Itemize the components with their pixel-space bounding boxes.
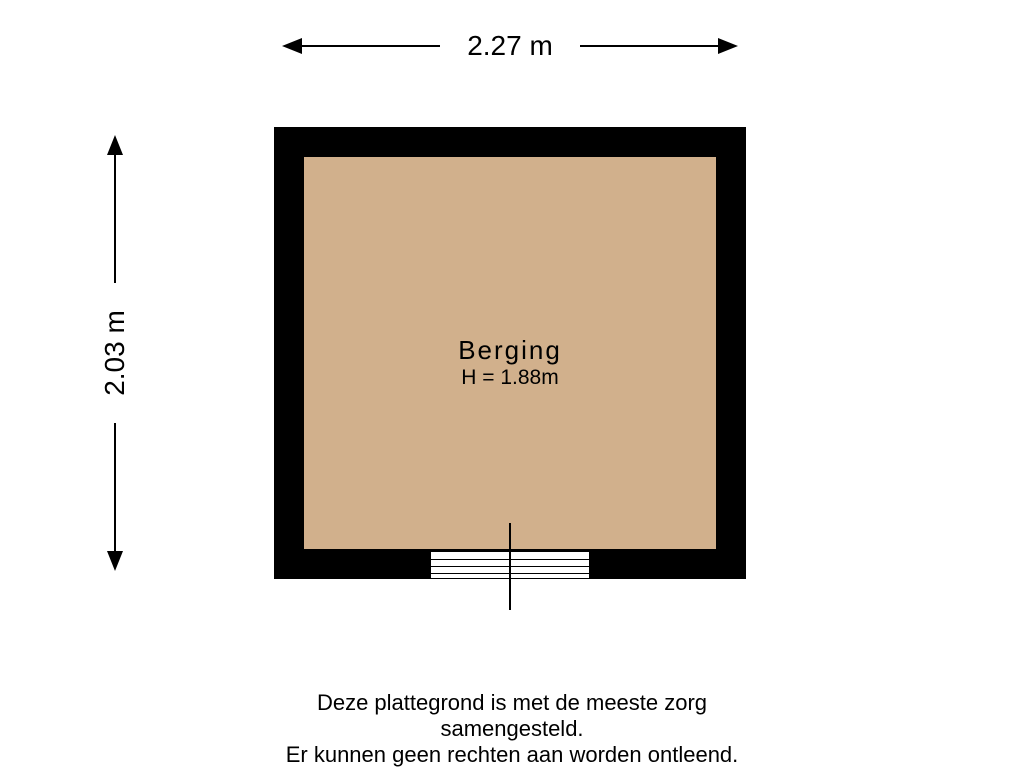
room-height-label: H = 1.88m [461, 366, 558, 390]
dim-width-line [300, 45, 440, 47]
dim-width-label: 2.27 m [457, 30, 563, 62]
dim-width-arrow-right-icon [718, 38, 738, 54]
dim-height-arrow-down-icon [107, 551, 123, 571]
dim-width-line [580, 45, 720, 47]
dim-width-arrow-left-icon [282, 38, 302, 54]
dim-height-line [114, 423, 116, 553]
floorplan-canvas: Berging H = 1.88m 2.27 m 2.03 m Deze pla… [0, 0, 1024, 768]
room-name-label: Berging [458, 335, 562, 366]
door-center-tick [509, 523, 511, 610]
disclaimer-text: Deze plattegrond is met de meeste zorg s… [256, 690, 768, 768]
dim-height-arrow-up-icon [107, 135, 123, 155]
dim-height-label: 2.03 m [99, 300, 131, 406]
dim-height-line [114, 153, 116, 283]
